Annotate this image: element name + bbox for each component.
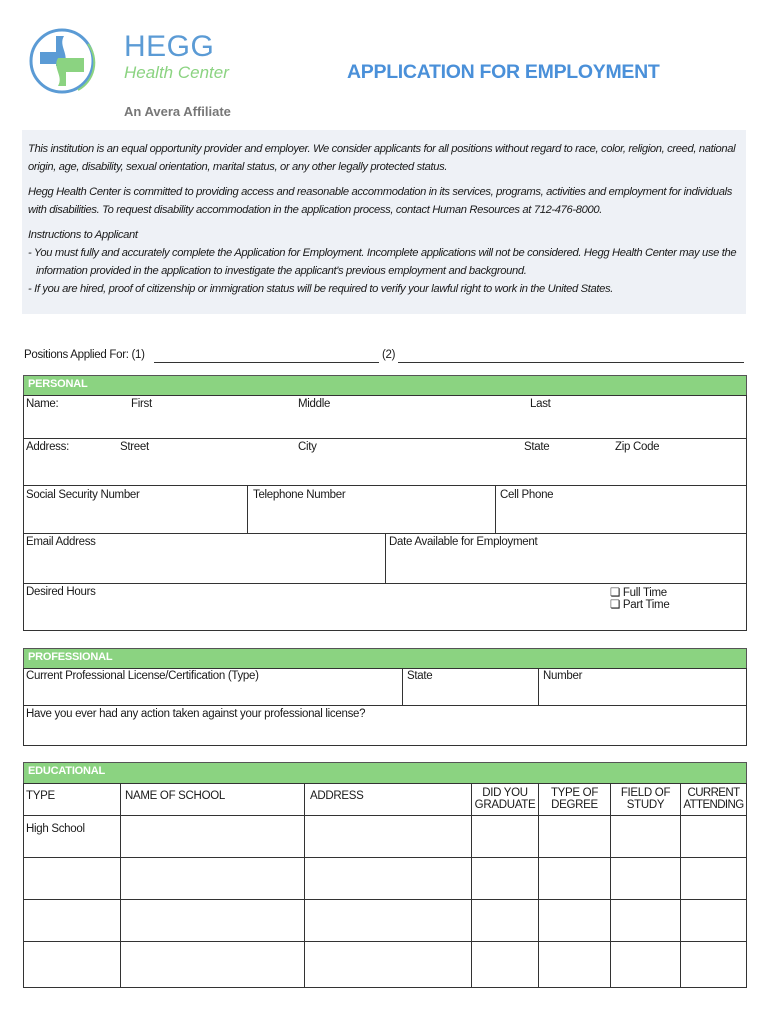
- part-time-checkbox[interactable]: ❏ Part Time: [610, 599, 670, 611]
- intro-box: This institution is an equal opportunity…: [22, 130, 746, 314]
- part-time-label: Part Time: [622, 599, 670, 611]
- license-type-field[interactable]: Current Professional License/Certificati…: [26, 670, 259, 682]
- license-action-field[interactable]: Have you ever had any action taken again…: [26, 708, 366, 720]
- position-2-label: (2): [382, 349, 396, 361]
- telephone-field[interactable]: Telephone Number: [253, 489, 346, 501]
- position-1-field[interactable]: [154, 362, 379, 363]
- license-state-field[interactable]: State: [407, 670, 433, 682]
- professional-section: [23, 668, 747, 746]
- page-title: APPLICATION FOR EMPLOYMENT: [347, 61, 660, 83]
- professional-header: PROFESSIONAL: [23, 648, 747, 669]
- instruction-1: - You must fully and accurately complete…: [28, 247, 737, 277]
- position-2-field[interactable]: [398, 362, 744, 363]
- col-name-of-school: NAME OF SCHOOL: [125, 790, 225, 802]
- col-field-of-study: FIELD OF STUDY: [620, 787, 671, 811]
- desired-hours-label: Desired Hours: [26, 586, 96, 598]
- logo-name: HEGG: [124, 30, 215, 63]
- cell-phone-field[interactable]: Cell Phone: [500, 489, 554, 501]
- ssn-field[interactable]: Social Security Number: [26, 489, 140, 501]
- row-type-high-school: High School: [26, 823, 85, 835]
- hegg-logo-icon: [29, 28, 96, 94]
- col-type-of-degree: TYPE OF DEGREE: [550, 787, 599, 811]
- street-field[interactable]: Street: [120, 441, 149, 453]
- positions-label: Positions Applied For: (1): [24, 349, 145, 361]
- personal-header: PERSONAL: [23, 375, 747, 396]
- col-address: ADDRESS: [310, 790, 364, 802]
- instructions-title: Instructions to Applicant: [28, 229, 138, 241]
- checkbox-icon: ❏: [610, 599, 621, 611]
- accommodation-text: Hegg Health Center is committed to provi…: [28, 186, 732, 216]
- full-time-checkbox[interactable]: ❏ Full Time: [610, 587, 667, 599]
- col-current-attending: CURRENT ATTENDING: [683, 787, 744, 811]
- address-label: Address:: [26, 441, 69, 453]
- zip-field[interactable]: Zip Code: [615, 441, 660, 453]
- email-field[interactable]: Email Address: [26, 536, 96, 548]
- full-time-label: Full Time: [622, 587, 667, 599]
- logo-subtitle: Health Center: [124, 63, 229, 82]
- checkbox-icon: ❏: [610, 587, 621, 599]
- education-table: [23, 783, 747, 988]
- first-name-field[interactable]: First: [131, 398, 152, 410]
- equal-opportunity-text: This institution is an equal opportunity…: [28, 143, 736, 173]
- last-name-field[interactable]: Last: [530, 398, 551, 410]
- col-did-you-graduate: DID YOU GRADUATE: [474, 787, 536, 811]
- personal-section: [23, 395, 747, 631]
- license-number-field[interactable]: Number: [543, 670, 583, 682]
- middle-name-field[interactable]: Middle: [298, 398, 331, 410]
- educational-header: EDUCATIONAL: [23, 762, 747, 784]
- state-field[interactable]: State: [524, 441, 550, 453]
- col-type: TYPE: [26, 790, 55, 802]
- instruction-2: - If you are hired, proof of citizenship…: [28, 283, 614, 295]
- date-available-field[interactable]: Date Available for Employment: [389, 536, 538, 548]
- name-label: Name:: [26, 398, 59, 410]
- affiliate-text: An Avera Affiliate: [124, 104, 231, 119]
- city-field[interactable]: City: [298, 441, 317, 453]
